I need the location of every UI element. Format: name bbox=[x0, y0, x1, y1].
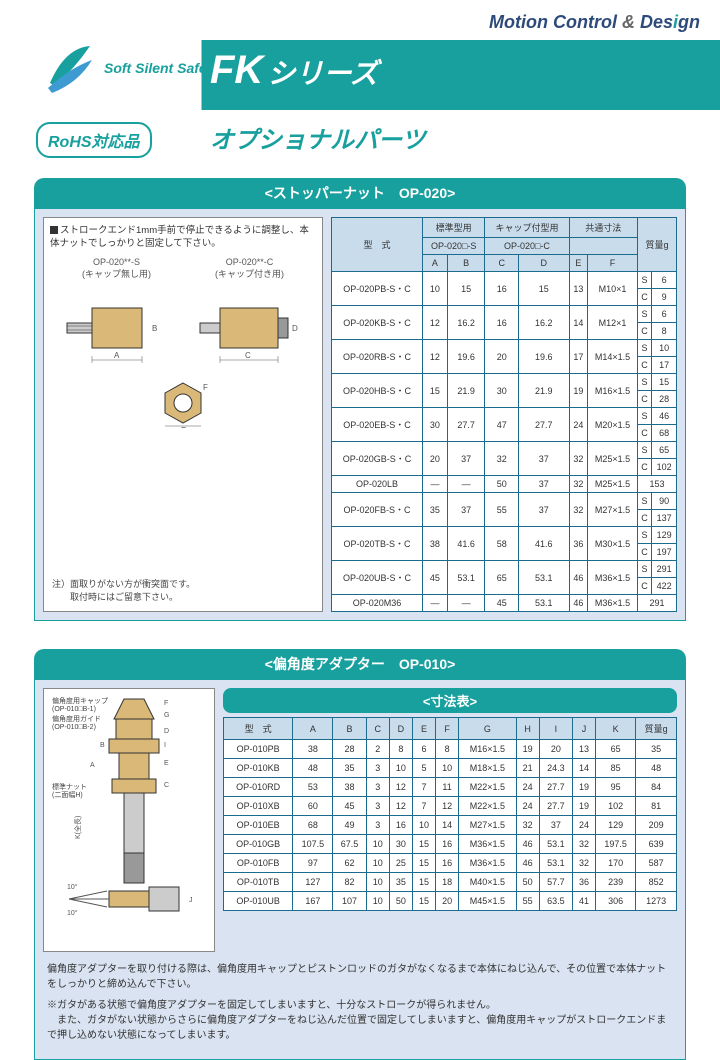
adapter-table: 型 式ABCDEFGHIJK質量g OP-010PB38282868M16×1.… bbox=[223, 717, 677, 911]
section1-footnote: 注）面取りがない方が衝突面です。 取付時にはご留意下さい。 bbox=[52, 577, 195, 603]
leaf-icon bbox=[40, 38, 100, 98]
section2-body: 偏角度用キャップ (OP-010□B-1) 偏角度用ガイド (OP-010□B-… bbox=[34, 679, 686, 1060]
svg-text:E: E bbox=[164, 760, 169, 767]
section1-diagram: ストロークエンド1mm手前で停止できるように調整し、本体ナットでしっかりと固定し… bbox=[43, 217, 323, 612]
svg-text:C: C bbox=[164, 782, 169, 789]
svg-text:(OP-010□B-1): (OP-010□B-1) bbox=[52, 706, 96, 713]
stopper-nut-table: 型 式 標準型用 キャップ付型用 共通寸法 質量g OP-020□-S OP-0… bbox=[331, 217, 677, 612]
svg-text:標準ナット: 標準ナット bbox=[52, 782, 87, 791]
svg-text:E: E bbox=[181, 426, 186, 428]
brand-title: Motion Control & Design bbox=[489, 12, 700, 33]
section2-title: <偏角度アダプター OP-010> bbox=[34, 649, 686, 679]
logo-text: Soft Silent Safety bbox=[104, 60, 219, 76]
svg-text:B: B bbox=[152, 324, 157, 333]
svg-text:I: I bbox=[164, 742, 166, 749]
section2-subtitle: <寸法表> bbox=[223, 688, 677, 713]
svg-text:偏角度用キャップ: 偏角度用キャップ bbox=[52, 696, 108, 705]
svg-text:F: F bbox=[203, 383, 208, 392]
section1-title: <ストッパーナット OP-020> bbox=[34, 178, 686, 208]
hex-drawing: F E bbox=[153, 378, 213, 428]
svg-text:10°: 10° bbox=[67, 883, 78, 891]
svg-text:A: A bbox=[90, 762, 95, 769]
svg-text:(二面幅H): (二面幅H) bbox=[52, 790, 83, 799]
logo: Soft Silent Safety bbox=[40, 38, 219, 98]
section2-diagram: 偏角度用キャップ (OP-010□B-1) 偏角度用ガイド (OP-010□B-… bbox=[43, 688, 215, 952]
svg-text:G: G bbox=[164, 712, 169, 719]
svg-text:A: A bbox=[114, 351, 120, 360]
svg-text:偏角度用ガイド: 偏角度用ガイド bbox=[52, 714, 101, 723]
section2-instructions: 偏角度アダプターを取り付ける際は、偏角度用キャップとピストンロッドのガタがなくな… bbox=[43, 962, 677, 1051]
svg-text:K(全長): K(全長) bbox=[73, 816, 82, 839]
section1-table-wrap: 型 式 標準型用 キャップ付型用 共通寸法 質量g OP-020□-S OP-0… bbox=[331, 217, 677, 612]
series-title: FK シリーズ bbox=[210, 48, 378, 93]
svg-text:J: J bbox=[189, 897, 193, 904]
nut-drawing-s: A B bbox=[57, 288, 177, 368]
svg-text:F: F bbox=[164, 700, 168, 707]
nut-drawing-c: C D bbox=[190, 288, 310, 368]
svg-text:C: C bbox=[245, 351, 251, 360]
svg-text:B: B bbox=[100, 742, 105, 749]
svg-text:10°: 10° bbox=[67, 909, 78, 917]
svg-text:(OP-010□B-2): (OP-010□B-2) bbox=[52, 724, 96, 731]
svg-text:D: D bbox=[164, 728, 169, 735]
section1-body: ストロークエンド1mm手前で停止できるように調整し、本体ナットでしっかりと固定し… bbox=[34, 208, 686, 621]
svg-text:D: D bbox=[292, 324, 298, 333]
